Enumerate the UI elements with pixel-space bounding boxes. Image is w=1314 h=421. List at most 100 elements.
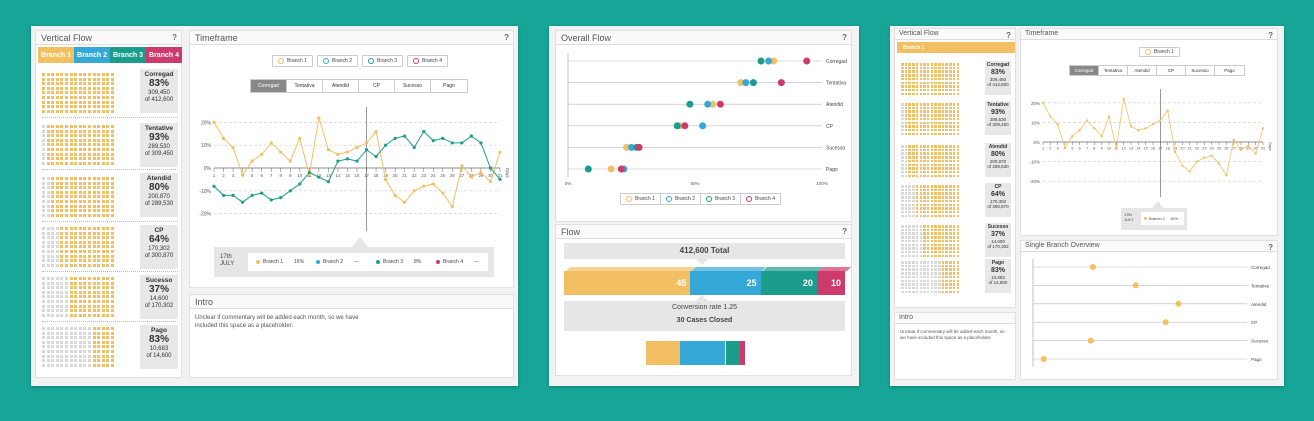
- branch-1-tab[interactable]: Branch 1: [897, 42, 1015, 53]
- dot-branch-2[interactable]: [765, 57, 773, 65]
- data-point[interactable]: [1151, 123, 1155, 126]
- data-point[interactable]: [393, 136, 397, 140]
- data-point[interactable]: [431, 182, 435, 186]
- data-point[interactable]: [1254, 152, 1257, 155]
- data-point[interactable]: [231, 145, 235, 150]
- data-point[interactable]: [1217, 162, 1221, 165]
- data-point[interactable]: [374, 155, 378, 159]
- data-point[interactable]: [1195, 160, 1199, 163]
- tab-corregad[interactable]: Corregad: [1070, 66, 1099, 75]
- legend-branch-4[interactable]: Branch 4: [407, 55, 449, 67]
- data-point[interactable]: [498, 177, 502, 181]
- data-point[interactable]: [1078, 129, 1081, 132]
- data-point[interactable]: [364, 141, 369, 145]
- data-point[interactable]: [260, 152, 264, 156]
- legend-branch-1[interactable]: Branch 1: [620, 193, 662, 205]
- legend-branch-1[interactable]: Branch 1: [272, 55, 314, 67]
- data-point[interactable]: [1173, 150, 1177, 153]
- data-point[interactable]: [1210, 154, 1213, 157]
- data-point[interactable]: [298, 136, 302, 140]
- data-point[interactable]: [1122, 97, 1125, 101]
- legend-branch-3[interactable]: Branch 3: [700, 193, 742, 205]
- data-point[interactable]: [1071, 134, 1074, 138]
- data-point[interactable]: [288, 159, 292, 163]
- data-point[interactable]: [488, 180, 493, 184]
- data-point[interactable]: [298, 182, 302, 186]
- data-point[interactable]: [355, 159, 359, 163]
- data-point[interactable]: [450, 141, 454, 145]
- legend-branch-2[interactable]: Branch 2: [660, 193, 702, 205]
- data-point[interactable]: [1232, 138, 1235, 142]
- tab-tentativa[interactable]: Tentativa: [287, 80, 323, 92]
- data-point[interactable]: [317, 116, 321, 120]
- data-point[interactable]: [260, 191, 264, 195]
- dot-branch-4[interactable]: [681, 122, 689, 130]
- data-point[interactable]: [1049, 115, 1052, 118]
- dot-branch-1[interactable]: [622, 143, 630, 151]
- dot-branch-3[interactable]: [686, 100, 694, 108]
- dot-branch[interactable]: [1162, 319, 1169, 326]
- dot-branch-3[interactable]: [757, 57, 765, 65]
- data-point[interactable]: [1166, 109, 1169, 112]
- data-point[interactable]: [336, 152, 340, 156]
- dot-branch-1[interactable]: [737, 79, 745, 87]
- data-point[interactable]: [269, 198, 273, 202]
- data-point[interactable]: [469, 175, 473, 179]
- data-point[interactable]: [1063, 146, 1067, 150]
- help-icon[interactable]: ?: [842, 33, 847, 42]
- data-point[interactable]: [384, 143, 388, 147]
- data-point[interactable]: [1225, 174, 1228, 177]
- data-point[interactable]: [1159, 119, 1162, 122]
- data-point[interactable]: [345, 150, 350, 154]
- legend-branch-2[interactable]: Branch 2: [317, 55, 359, 67]
- dot-branch-1[interactable]: [709, 100, 717, 108]
- data-point[interactable]: [212, 120, 216, 124]
- tab-sucesso[interactable]: Sucesso: [395, 80, 431, 92]
- data-point[interactable]: [431, 139, 435, 143]
- data-point[interactable]: [1041, 101, 1045, 104]
- dot-branch-2[interactable]: [704, 100, 712, 108]
- data-point[interactable]: [1115, 146, 1118, 150]
- legend-branch-3[interactable]: Branch 3: [362, 55, 404, 67]
- data-point[interactable]: [412, 189, 416, 193]
- dot-branch[interactable]: [1089, 264, 1096, 270]
- dot-branch[interactable]: [1087, 337, 1094, 344]
- data-point[interactable]: [422, 184, 426, 188]
- data-point[interactable]: [1247, 144, 1250, 148]
- data-point[interactable]: [422, 129, 426, 134]
- data-point[interactable]: [279, 150, 283, 154]
- tab-cp[interactable]: CP: [359, 80, 395, 92]
- data-point[interactable]: [241, 200, 245, 204]
- data-point[interactable]: [1056, 123, 1059, 126]
- data-point[interactable]: [469, 134, 473, 138]
- data-point[interactable]: [1100, 134, 1103, 138]
- data-point[interactable]: [1085, 119, 1089, 122]
- branch-4-tab[interactable]: Branch 4: [146, 47, 182, 63]
- data-point[interactable]: [393, 193, 397, 197]
- dot-branch-3[interactable]: [584, 165, 592, 173]
- tab-tentativa[interactable]: Tentativa: [1099, 66, 1128, 75]
- data-point[interactable]: [403, 200, 407, 204]
- data-point[interactable]: [231, 193, 235, 197]
- data-point[interactable]: [250, 193, 254, 197]
- legend-branch-1[interactable]: Branch 1: [1139, 47, 1181, 57]
- data-point[interactable]: [403, 134, 407, 138]
- dot-branch-1[interactable]: [770, 57, 778, 65]
- dot-branch-4[interactable]: [716, 100, 724, 108]
- dot-branch-4[interactable]: [777, 79, 785, 87]
- tab-pago[interactable]: Pago: [443, 83, 455, 89]
- dot-branch-2[interactable]: [742, 79, 750, 87]
- data-point[interactable]: [269, 141, 273, 145]
- branch-1-tab[interactable]: Branch 1: [38, 47, 74, 63]
- dot-branch-4[interactable]: [803, 57, 811, 65]
- tab-atendid[interactable]: Atendid: [323, 80, 359, 92]
- data-point[interactable]: [479, 170, 483, 175]
- data-point[interactable]: [441, 136, 445, 140]
- flow-bar-3[interactable]: 20: [760, 271, 817, 295]
- tab-cp[interactable]: CP: [1157, 66, 1186, 75]
- dot-branch-2[interactable]: [628, 143, 635, 151]
- help-icon[interactable]: ?: [1006, 31, 1011, 40]
- data-point[interactable]: [212, 184, 216, 188]
- help-icon[interactable]: ?: [1268, 243, 1273, 252]
- data-point[interactable]: [326, 180, 330, 184]
